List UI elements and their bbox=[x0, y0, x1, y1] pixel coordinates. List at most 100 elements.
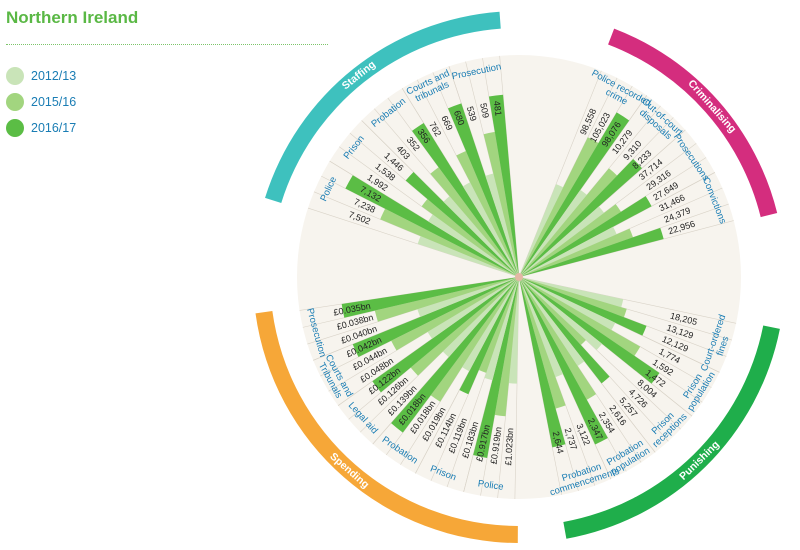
bar-punishing-prison-population-2012-13 bbox=[519, 277, 616, 331]
spoke bbox=[299, 277, 516, 311]
bar-spending-courts-and-tribunals-2016-17 bbox=[352, 277, 519, 358]
bar-spending-prison-2015-16 bbox=[478, 277, 519, 373]
spoke bbox=[521, 279, 681, 430]
spoke bbox=[522, 277, 737, 324]
bar-criminalising-convictions-2012-13 bbox=[519, 226, 617, 277]
spoke bbox=[307, 207, 516, 277]
spoke bbox=[307, 277, 516, 345]
bar-criminalising-out-of-court-disposals-2015-16 bbox=[519, 168, 618, 277]
center-dot bbox=[515, 273, 523, 281]
bar-staffing-police-2015-16 bbox=[380, 208, 519, 277]
spoke bbox=[372, 279, 517, 445]
bar-spending-prison-2016-17 bbox=[459, 277, 519, 395]
bar-punishing-prison-receptions-2015-16 bbox=[519, 277, 586, 346]
bar-criminalising-convictions-2015-16 bbox=[519, 228, 634, 277]
legend-item-2015-16: 2015/16 bbox=[6, 92, 76, 112]
spoke bbox=[520, 70, 602, 274]
group-label-spending-police: Police bbox=[477, 478, 504, 492]
bar-spending-prosecution-2016-17 bbox=[341, 277, 519, 318]
legend-label-2016-17: 2016/17 bbox=[31, 121, 77, 135]
bar-punishing-probation-commencements-2016-17 bbox=[519, 277, 566, 448]
title-divider bbox=[6, 44, 328, 45]
section-label-criminalising: Criminalising bbox=[685, 78, 738, 136]
bar-staffing-prosecution-2016-17 bbox=[488, 94, 519, 277]
bar-punishing-court-ordered-fines-2016-17 bbox=[519, 277, 647, 336]
bar-punishing-court-ordered-fines-2012-13 bbox=[519, 277, 624, 308]
legend: 2012/13 2015/16 2016/17 bbox=[6, 66, 76, 144]
value-label-staffing-prosecution-2012-13: 539 bbox=[465, 105, 479, 122]
bar-spending-legal-aid-2016-17 bbox=[372, 277, 519, 393]
bar-staffing-prison-2015-16 bbox=[421, 199, 519, 277]
bar-punishing-probation-commencements-2012-13 bbox=[519, 277, 564, 378]
section-arc-staffing bbox=[265, 11, 501, 203]
value-label-staffing-courts-and-tribunals-2016-17: 680 bbox=[452, 109, 467, 127]
spoke bbox=[522, 278, 727, 357]
bar-criminalising-prosecutions-2012-13 bbox=[519, 206, 605, 277]
spoke bbox=[522, 157, 707, 276]
bar-staffing-police-2012-13 bbox=[417, 236, 519, 277]
bar-criminalising-police-recorded-crime-2016-17 bbox=[519, 112, 630, 277]
legend-swatch-2016-17 bbox=[6, 119, 24, 137]
bar-staffing-probation-2015-16 bbox=[430, 167, 519, 277]
spoke bbox=[374, 108, 517, 275]
bar-staffing-prosecution-2015-16 bbox=[483, 131, 519, 277]
spoke bbox=[328, 278, 516, 392]
bar-spending-probation-2016-17 bbox=[391, 277, 519, 433]
legend-label-2015-16: 2015/16 bbox=[31, 95, 77, 109]
legend-item-2012-13: 2012/13 bbox=[6, 66, 76, 86]
bar-criminalising-convictions-2016-17 bbox=[519, 227, 664, 277]
spoke bbox=[519, 280, 579, 491]
spoke bbox=[521, 279, 669, 442]
bar-staffing-prison-2012-13 bbox=[428, 214, 519, 277]
legend-swatch-2012-13 bbox=[6, 67, 24, 85]
value-label-staffing-prosecution-2016-17: 481 bbox=[492, 100, 504, 116]
spoke bbox=[430, 280, 518, 481]
section-arc-criminalising bbox=[608, 28, 778, 218]
section-arc-punishing bbox=[563, 325, 780, 539]
bar-spending-prosecution-2012-13 bbox=[417, 277, 519, 317]
bar-punishing-probation-population-2016-17 bbox=[519, 277, 608, 445]
bar-spending-police-2016-17 bbox=[473, 277, 519, 458]
bar-spending-probation-2012-13 bbox=[462, 277, 519, 372]
bar-spending-police-2015-16 bbox=[494, 277, 519, 417]
bar-criminalising-prosecutions-2016-17 bbox=[519, 196, 652, 277]
bar-criminalising-out-of-court-disposals-2016-17 bbox=[519, 159, 643, 277]
spoke bbox=[520, 280, 612, 480]
bar-criminalising-out-of-court-disposals-2012-13 bbox=[519, 189, 587, 277]
bar-spending-prison-2012-13 bbox=[484, 277, 519, 381]
bar-punishing-probation-commencements-2015-16 bbox=[519, 277, 566, 409]
section-label-punishing: Punishing bbox=[677, 439, 722, 483]
bar-staffing-courts-and-tribunals-2016-17 bbox=[447, 103, 519, 277]
value-label-staffing-prosecution-2015-16: 509 bbox=[478, 102, 491, 119]
legend-swatch-2015-16 bbox=[6, 93, 24, 111]
legend-label-2012-13: 2012/13 bbox=[31, 69, 77, 83]
bar-spending-police-2012-13 bbox=[508, 277, 519, 384]
page-title: Northern Ireland bbox=[6, 8, 139, 27]
bar-staffing-courts-and-tribunals-2015-16 bbox=[456, 150, 519, 277]
bar-spending-courts-and-tribunals-2012-13 bbox=[427, 277, 519, 339]
bar-criminalising-prosecutions-2015-16 bbox=[519, 204, 622, 277]
spoke bbox=[329, 160, 516, 276]
bar-punishing-prison-population-2016-17 bbox=[519, 277, 660, 384]
bar-criminalising-police-recorded-crime-2015-16 bbox=[519, 137, 599, 277]
section-label-spending: Spending bbox=[327, 450, 371, 491]
spoke bbox=[521, 105, 661, 275]
bar-spending-legal-aid-2012-13 bbox=[442, 277, 519, 358]
section-arc-spending bbox=[255, 311, 518, 543]
bar-spending-legal-aid-2015-16 bbox=[410, 277, 519, 376]
bar-punishing-probation-population-2012-13 bbox=[519, 277, 585, 367]
bar-spending-probation-2015-16 bbox=[430, 277, 519, 402]
bar-punishing-probation-population-2015-16 bbox=[519, 277, 597, 400]
bar-staffing-probation-2012-13 bbox=[443, 196, 519, 277]
spoke bbox=[519, 280, 562, 495]
bar-staffing-police-2016-17 bbox=[345, 175, 519, 277]
value-label-spending-police-2012-13: £1.023bn bbox=[503, 428, 515, 466]
spoke bbox=[522, 187, 723, 276]
bar-staffing-courts-and-tribunals-2012-13 bbox=[462, 182, 519, 277]
bar-punishing-prison-receptions-2016-17 bbox=[519, 277, 610, 384]
spoke bbox=[349, 132, 517, 275]
bar-staffing-prison-2016-17 bbox=[405, 172, 519, 277]
bar-spending-courts-and-tribunals-2015-16 bbox=[391, 277, 519, 351]
bar-staffing-probation-2016-17 bbox=[412, 123, 519, 278]
